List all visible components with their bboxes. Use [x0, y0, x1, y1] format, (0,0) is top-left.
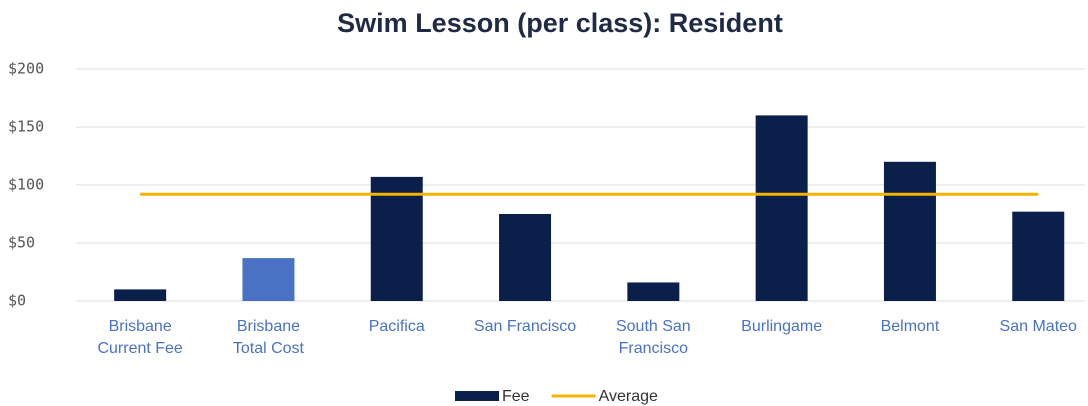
bar	[242, 258, 295, 301]
bar	[499, 214, 552, 301]
x-tick-label: San Mateo	[999, 318, 1077, 335]
legend-label: Average	[599, 388, 658, 405]
bar	[114, 289, 167, 301]
x-tick-label: San Francisco	[473, 318, 577, 335]
legend-swatch	[455, 391, 499, 401]
x-tick-label: Brisbane Current Fee	[97, 318, 183, 357]
x-tick-label: Brisbane Total Cost	[232, 318, 304, 357]
legend-label: Fee	[502, 388, 530, 405]
x-tick-label: South San Francisco	[615, 318, 691, 357]
x-tick-label: Burlingame	[741, 318, 823, 335]
bar	[627, 282, 680, 301]
y-tick-label: $50	[8, 234, 35, 252]
bar	[883, 161, 936, 301]
x-tick-label: Pacifica	[368, 318, 425, 335]
y-tick-label: $0	[8, 292, 26, 310]
bar	[755, 115, 808, 302]
bar	[1012, 211, 1065, 301]
y-tick-label: $100	[8, 176, 44, 194]
y-tick-label: $200	[8, 60, 44, 78]
y-tick-label: $150	[8, 118, 44, 136]
chart-title: Swim Lesson (per class): Resident	[337, 8, 783, 38]
bar	[370, 176, 423, 301]
x-tick-label: Belmont	[880, 318, 940, 335]
